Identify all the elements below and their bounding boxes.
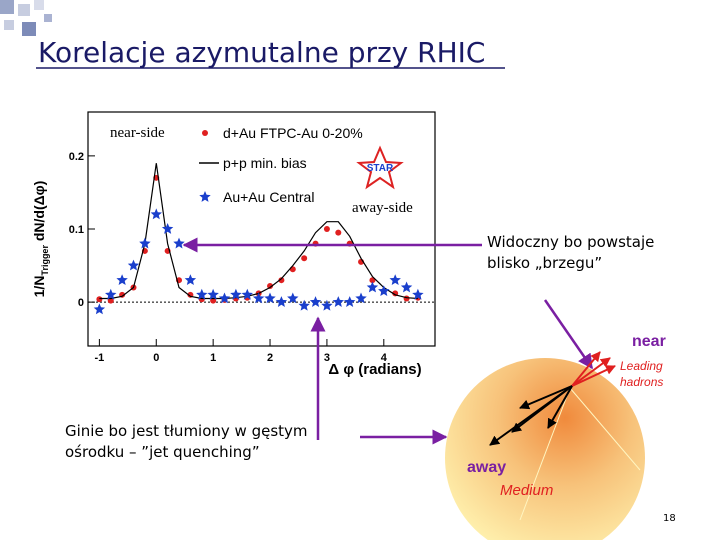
x-tick-label: -1 (94, 352, 104, 364)
star-point (105, 288, 117, 300)
note: blisko „brzegu” (487, 254, 602, 272)
star-point (332, 296, 344, 307)
star-point (230, 288, 242, 300)
plot-frame (87, 111, 436, 347)
star-point (378, 285, 390, 296)
legend-label: d+Au FTPC-Au 0-20% (223, 125, 363, 141)
near-side-label: near-side (110, 125, 165, 141)
star-point (400, 281, 413, 293)
star-point (218, 292, 231, 304)
logo-text: STAR (367, 163, 394, 174)
x-tick-label: 0 (153, 352, 159, 364)
x-tick-label: 1 (210, 352, 216, 364)
legend-label: p+p min. bias (223, 155, 307, 171)
y-axis-label: 1/NTrigger dN/d(Δφ) (31, 181, 50, 298)
legend-marker (202, 130, 208, 136)
y-tick-label: 0.2 (69, 151, 84, 163)
leading-label: hadrons (620, 375, 663, 389)
y-axis-label-part: Trigger (40, 245, 50, 276)
star-logo: STAR (356, 145, 404, 190)
star-point (252, 292, 265, 304)
slide-title: Korelacje azymutalne przy RHIC (38, 36, 485, 69)
y-tick-label: 0 (78, 297, 84, 309)
dot-point (301, 255, 308, 262)
star-point (412, 288, 424, 300)
star-point (389, 274, 401, 285)
star-point (241, 288, 253, 300)
dot-point (323, 226, 330, 232)
star-point (344, 296, 356, 307)
star-point (139, 237, 151, 249)
star-point (309, 296, 322, 307)
medium-label: Medium (500, 482, 553, 499)
star-point (298, 299, 310, 311)
star-point (161, 223, 174, 234)
legend-label: Au+Au Central (223, 189, 314, 205)
near-label: near (632, 333, 666, 350)
away-side-label: away-side (352, 200, 413, 216)
dot-point (267, 283, 274, 290)
y-tick-label: 0.1 (69, 224, 84, 236)
away-label: away (467, 459, 506, 476)
star-point (321, 299, 333, 311)
x-tick-label: 4 (381, 352, 388, 364)
arrow (543, 299, 594, 370)
dot-point (335, 229, 342, 236)
star-point (366, 281, 379, 293)
page-number: 18 (663, 513, 676, 524)
star-point (355, 292, 367, 304)
medium-diagram (445, 351, 645, 540)
x-tick-label: 2 (267, 352, 273, 364)
star-point (287, 292, 299, 304)
star-point (207, 288, 219, 300)
star-point (150, 208, 162, 220)
star-point (116, 274, 128, 285)
x-axis-label: Δ φ (radians) (328, 361, 421, 378)
note: Widoczny bo powstaje (487, 233, 654, 251)
y-axis-label-part: 1/N (31, 276, 47, 298)
dot-point (403, 295, 410, 302)
note: ośrodku – ”jet quenching” (65, 443, 260, 461)
star-point (93, 303, 106, 315)
dot-point (278, 277, 285, 284)
decoration (0, 0, 52, 36)
star-point (173, 237, 185, 249)
star-point (127, 259, 140, 271)
plot: -1 0 1 2 3 4 0 0.1 0.2 (69, 151, 435, 364)
star-point (264, 292, 276, 304)
note: Ginie bo jest tłumiony w gęstym (65, 422, 308, 440)
star-point (184, 274, 197, 285)
star-point (196, 288, 208, 300)
star-point (275, 296, 288, 307)
leading-label: Leading (620, 359, 663, 373)
dot-point (107, 297, 114, 304)
legend-marker (199, 191, 211, 202)
y-axis-label-part: dN/d(Δφ) (31, 181, 47, 245)
x-tick-label: 3 (324, 352, 330, 364)
dot-point (210, 297, 217, 304)
dot-point (96, 296, 103, 303)
